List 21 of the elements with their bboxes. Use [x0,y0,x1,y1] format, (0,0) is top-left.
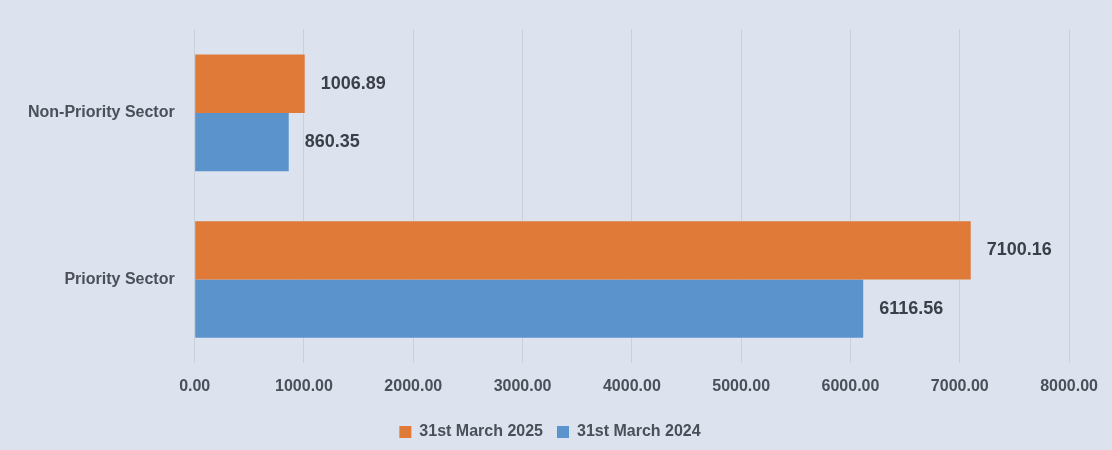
x-tick-label: 4000.00 [602,376,661,394]
x-tick-label: 7000.00 [930,376,989,394]
bar [195,221,971,280]
legend-label: 31st March 2024 [577,422,701,440]
x-tick-label: 5000.00 [712,376,771,394]
data-label: 1006.89 [320,72,386,93]
x-tick-label: 6000.00 [821,376,880,394]
x-tick-label: 8000.00 [1040,376,1099,394]
data-label: 7100.16 [986,239,1052,260]
x-tick-label: 1000.00 [275,376,333,394]
x-tick-label: 0.00 [179,376,211,394]
bar [195,279,864,338]
bar [195,54,305,113]
x-tick-label: 3000.00 [493,376,552,394]
x-tick-label: 2000.00 [384,376,443,394]
y-tick-label: Non-Priority Sector [28,103,175,121]
data-label: 6116.56 [879,297,944,318]
y-tick-label: Priority Sector [64,269,175,287]
legend-label: 31st March 2025 [419,422,544,440]
data-label: 860.35 [304,131,360,152]
bar [195,112,289,172]
